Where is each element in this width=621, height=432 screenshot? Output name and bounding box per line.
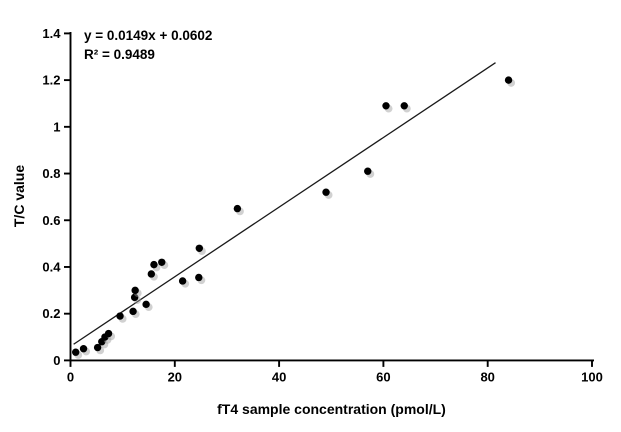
data-point <box>158 258 166 266</box>
x-tick-label: 60 <box>376 369 390 384</box>
y-tick-label: 0.4 <box>42 259 61 274</box>
data-point <box>131 286 139 295</box>
data-point <box>195 244 204 252</box>
data-point <box>116 312 124 320</box>
equation-text: y = 0.0149x + 0.0602 <box>84 28 213 43</box>
y-tick-label: 0.8 <box>42 166 60 181</box>
y-tick-label: 0 <box>53 353 60 368</box>
x-tick-label: 40 <box>272 369 286 384</box>
data-point <box>382 102 390 110</box>
x-axis-title: fT4 sample concentration (pmol/L) <box>217 401 446 417</box>
data-point <box>142 300 150 309</box>
data-point <box>104 329 113 338</box>
y-tick-label: 1.4 <box>42 26 61 41</box>
x-tick-label: 100 <box>581 369 603 384</box>
x-tick-label: 80 <box>480 369 494 384</box>
data-point <box>504 76 513 84</box>
trendline-annotation: y = 0.0149x + 0.0602 R² = 0.9489 <box>84 26 212 64</box>
data-point <box>130 293 139 302</box>
data-point <box>400 102 408 110</box>
data-point <box>147 270 156 278</box>
y-axis-title: T/C value <box>11 164 27 228</box>
data-point <box>364 167 372 175</box>
x-tick-label: 20 <box>168 369 182 384</box>
y-tick-label: 0.2 <box>42 306 60 321</box>
r-squared-text: R² = 0.9489 <box>84 47 155 62</box>
x-tick-label: 0 <box>67 369 74 384</box>
y-tick-label: 0.6 <box>42 213 60 228</box>
data-point <box>72 348 80 356</box>
data-point <box>233 204 242 213</box>
data-point <box>322 188 330 196</box>
trend-line <box>73 62 496 345</box>
y-tick-label: 1 <box>53 119 60 134</box>
data-point <box>150 260 158 269</box>
data-point <box>178 277 187 285</box>
data-point <box>129 307 137 316</box>
data-point <box>79 345 88 353</box>
data-point <box>195 273 203 282</box>
data-point <box>93 343 102 352</box>
y-tick-label: 1.2 <box>42 73 60 88</box>
